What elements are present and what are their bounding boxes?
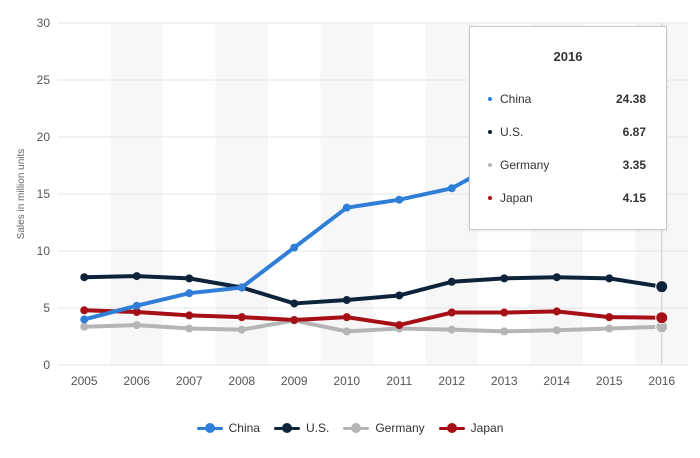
tooltip-name-us: U.S. <box>500 124 524 139</box>
tooltip-value-us: 6.87 <box>622 124 646 139</box>
legend-label-japan: Japan <box>470 421 504 435</box>
data-point-china <box>447 184 456 193</box>
tooltip-name-china: China <box>500 91 532 106</box>
x-tick-label: 2007 <box>176 374 203 388</box>
data-point-us <box>447 277 456 286</box>
x-tick-label: 2005 <box>71 374 98 388</box>
data-point-japan <box>395 321 404 330</box>
y-tick-label: 0 <box>43 358 50 372</box>
x-tick-label: 2006 <box>123 374 150 388</box>
data-point-japan <box>447 308 456 317</box>
data-point-japan <box>80 306 89 315</box>
legend-item-china[interactable]: China <box>196 421 260 435</box>
data-point-china <box>395 195 404 204</box>
legend-item-germany[interactable]: Germany <box>343 421 425 435</box>
legend-label-us: U.S. <box>305 421 330 435</box>
series-line-japan <box>82 308 664 328</box>
data-point-japan <box>552 307 561 316</box>
y-tick-label: 10 <box>37 244 51 258</box>
data-point-us <box>552 273 561 282</box>
legend: China U.S. Germany Japan <box>0 421 700 435</box>
y-axis-title: Sales in million units <box>16 149 27 240</box>
data-point-germany <box>132 321 141 330</box>
tooltip: 2016 China 24.38 U.S. 6.87 Germany 3.35 … <box>469 26 667 230</box>
legend-item-us[interactable]: U.S. <box>273 421 330 435</box>
data-point-china <box>237 283 246 292</box>
legend-item-japan[interactable]: Japan <box>438 421 504 435</box>
y-tick-label: 5 <box>43 301 50 315</box>
data-point-germany <box>237 325 246 334</box>
data-point-japan <box>342 313 351 322</box>
tooltip-row-japan: Japan 4.15 <box>470 181 666 214</box>
x-tick-label: 2016 <box>648 374 675 388</box>
tooltip-title: 2016 <box>553 49 583 64</box>
x-tick-label: 2014 <box>543 374 570 388</box>
tooltip-value-japan: 4.15 <box>622 190 646 205</box>
legend-label-china: China <box>228 421 260 435</box>
data-point-germany <box>605 324 614 333</box>
tooltip-dot-us <box>488 129 492 134</box>
series-line-us <box>82 274 664 306</box>
data-point-germany <box>500 327 509 336</box>
data-point-china <box>80 315 89 324</box>
legend-swatch-us <box>273 423 300 433</box>
legend-swatch-japan <box>438 423 465 433</box>
y-tick-label: 25 <box>37 73 51 87</box>
tooltip-dot-china <box>488 96 492 101</box>
x-tick-label: 2015 <box>596 374 623 388</box>
data-point-us <box>500 274 509 283</box>
data-point-china <box>132 301 141 310</box>
data-point-japan <box>605 313 614 322</box>
data-point-germany <box>80 322 89 331</box>
x-tick-label: 2009 <box>281 374 308 388</box>
tooltip-dot-japan <box>488 195 492 200</box>
data-point-japan <box>655 311 669 325</box>
data-point-japan <box>237 313 246 322</box>
legend-swatch-germany <box>343 423 370 433</box>
x-tick-label: 2013 <box>491 374 518 388</box>
y-tick-label: 20 <box>37 130 51 144</box>
data-point-us <box>132 272 141 281</box>
x-tick-label: 2011 <box>386 374 412 388</box>
legend-swatch-china <box>196 423 223 433</box>
tooltip-value-germany: 3.35 <box>622 157 646 172</box>
data-point-japan <box>185 311 194 320</box>
data-point-germany <box>342 327 351 336</box>
data-point-us <box>655 280 669 294</box>
y-tick-label: 30 <box>37 16 51 30</box>
data-point-china <box>342 203 351 212</box>
tooltip-dot-germany <box>488 162 492 167</box>
data-point-japan <box>500 308 509 317</box>
data-point-germany <box>552 326 561 335</box>
tooltip-value-china: 24.38 <box>615 91 646 106</box>
data-point-us <box>605 274 614 283</box>
tooltip-row-china: China 24.38 <box>470 82 666 115</box>
data-point-us <box>185 274 194 283</box>
data-point-us <box>342 296 351 305</box>
x-tick-label: 2010 <box>333 374 360 388</box>
data-point-us <box>80 273 89 282</box>
data-point-germany <box>185 324 194 333</box>
series-line-germany <box>82 318 664 334</box>
tooltip-row-us: U.S. 6.87 <box>470 115 666 148</box>
data-point-japan <box>290 315 299 324</box>
data-point-us <box>290 299 299 308</box>
data-point-japan <box>132 307 141 316</box>
tooltip-name-japan: Japan <box>500 190 533 205</box>
tooltip-row-germany: Germany 3.35 <box>470 148 666 181</box>
data-point-china <box>290 243 299 252</box>
y-tick-label: 15 <box>37 187 51 201</box>
x-tick-label: 2012 <box>438 374 465 388</box>
data-point-us <box>395 291 404 300</box>
data-point-china <box>185 289 194 298</box>
legend-label-germany: Germany <box>375 421 425 435</box>
x-tick-label: 2008 <box>228 374 255 388</box>
data-point-germany <box>447 325 456 334</box>
tooltip-name-germany: Germany <box>500 157 550 172</box>
